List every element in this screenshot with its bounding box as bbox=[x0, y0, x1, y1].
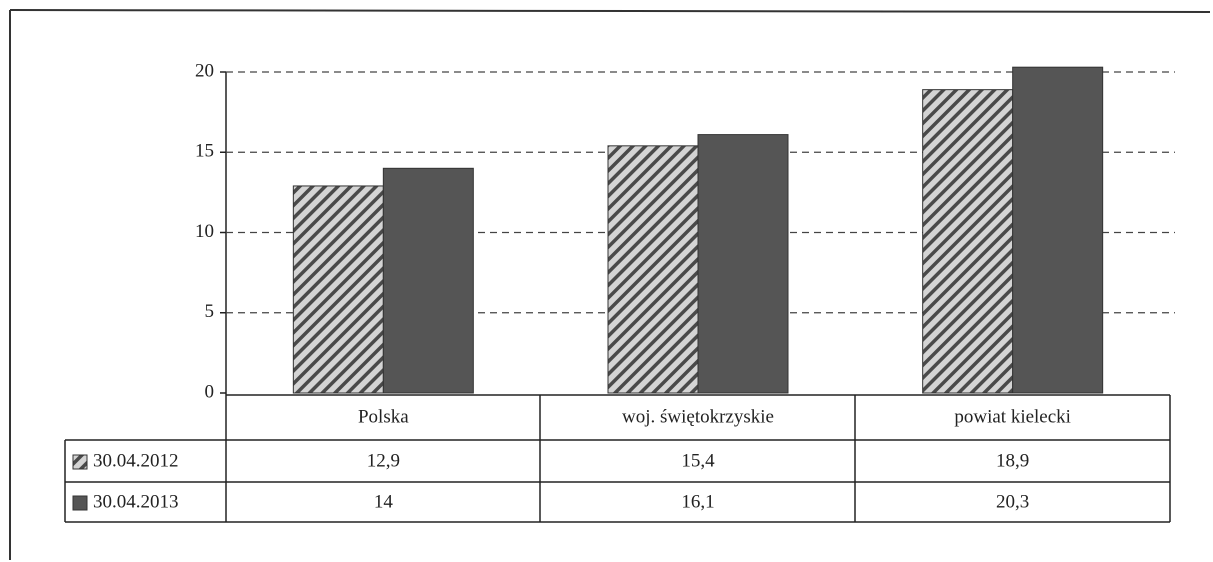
category-label: woj. świętokrzyskie bbox=[622, 406, 774, 427]
frame-top bbox=[9, 9, 1211, 13]
legend-label: 30.04.2013 bbox=[93, 491, 179, 512]
data-label: 16,1 bbox=[681, 491, 714, 512]
category-label: powiat kielecki bbox=[954, 406, 1071, 427]
category-label: Polska bbox=[358, 406, 409, 427]
legend-swatch bbox=[72, 495, 88, 511]
y-tick-label: 5 bbox=[205, 301, 215, 322]
data-label: 18,9 bbox=[996, 450, 1029, 471]
bar bbox=[382, 167, 474, 394]
data-label: 15,4 bbox=[681, 450, 715, 471]
bar bbox=[607, 145, 699, 394]
data-label: 12,9 bbox=[367, 450, 400, 471]
legend-swatch bbox=[72, 454, 88, 470]
data-table bbox=[64, 394, 1171, 523]
legend-label: 30.04.2012 bbox=[93, 450, 179, 471]
bar bbox=[1012, 66, 1104, 394]
y-tick-label: 15 bbox=[195, 141, 214, 162]
data-label: 14 bbox=[374, 491, 394, 512]
bar bbox=[697, 134, 789, 394]
y-tick-label: 10 bbox=[195, 221, 214, 242]
bar bbox=[292, 185, 384, 394]
y-tick-label: 20 bbox=[195, 60, 214, 81]
y-tick-label: 0 bbox=[205, 381, 215, 402]
bar bbox=[922, 89, 1014, 394]
data-label: 20,3 bbox=[996, 491, 1029, 512]
